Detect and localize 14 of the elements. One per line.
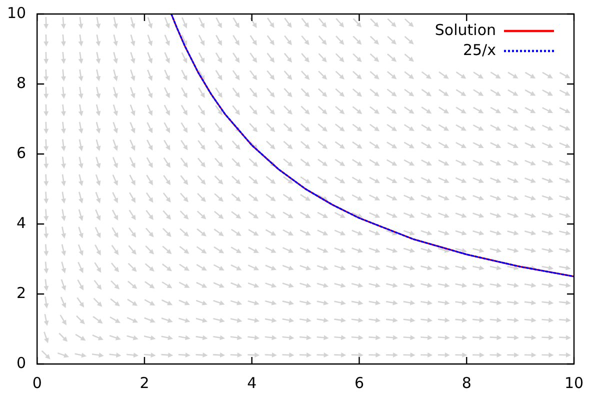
x-tick-label: 6 [354,374,364,392]
y-tick-label: 4 [16,214,26,232]
y-tick-label: 2 [16,284,26,302]
legend-label: 25/x [462,40,496,59]
x-tick-label: 2 [140,374,150,392]
y-tick-label: 10 [6,4,26,22]
y-tick-label: 8 [16,74,26,92]
x-tick-label: 8 [462,374,472,392]
legend-label: Solution [434,20,496,39]
y-tick-label: 0 [16,354,26,372]
x-tick-label: 0 [32,374,42,392]
x-tick-label: 10 [564,374,584,392]
y-tick-label: 6 [16,144,26,162]
x-tick-label: 4 [247,374,257,392]
